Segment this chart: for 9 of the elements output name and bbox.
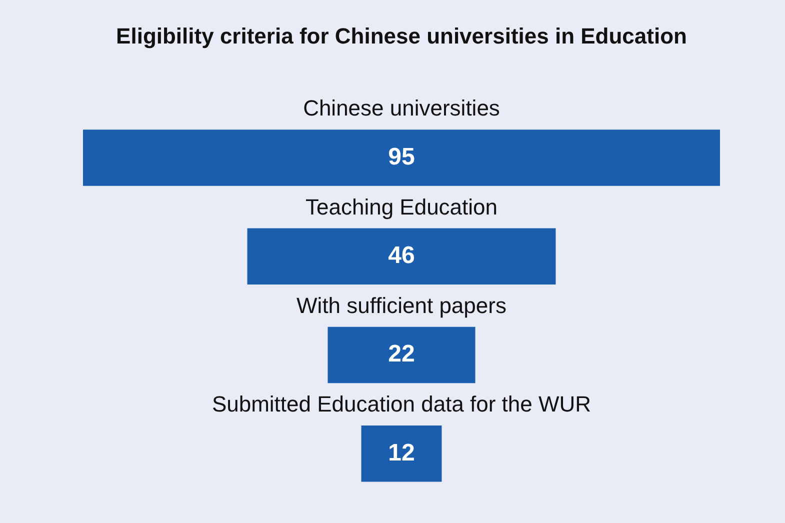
data-label: 12 [388, 439, 415, 466]
category-label: Submitted Education data for the WUR [212, 392, 592, 417]
category-label: Chinese universities [303, 96, 500, 121]
text: Eligibility criteria for Chinese universities in Education [116, 23, 687, 48]
category-label: Teaching Education [305, 194, 498, 220]
data-label: 95 [388, 143, 415, 170]
category-label: With sufficient papers [296, 292, 506, 318]
data-label: 46 [388, 242, 415, 269]
data-label: 22 [388, 340, 415, 368]
